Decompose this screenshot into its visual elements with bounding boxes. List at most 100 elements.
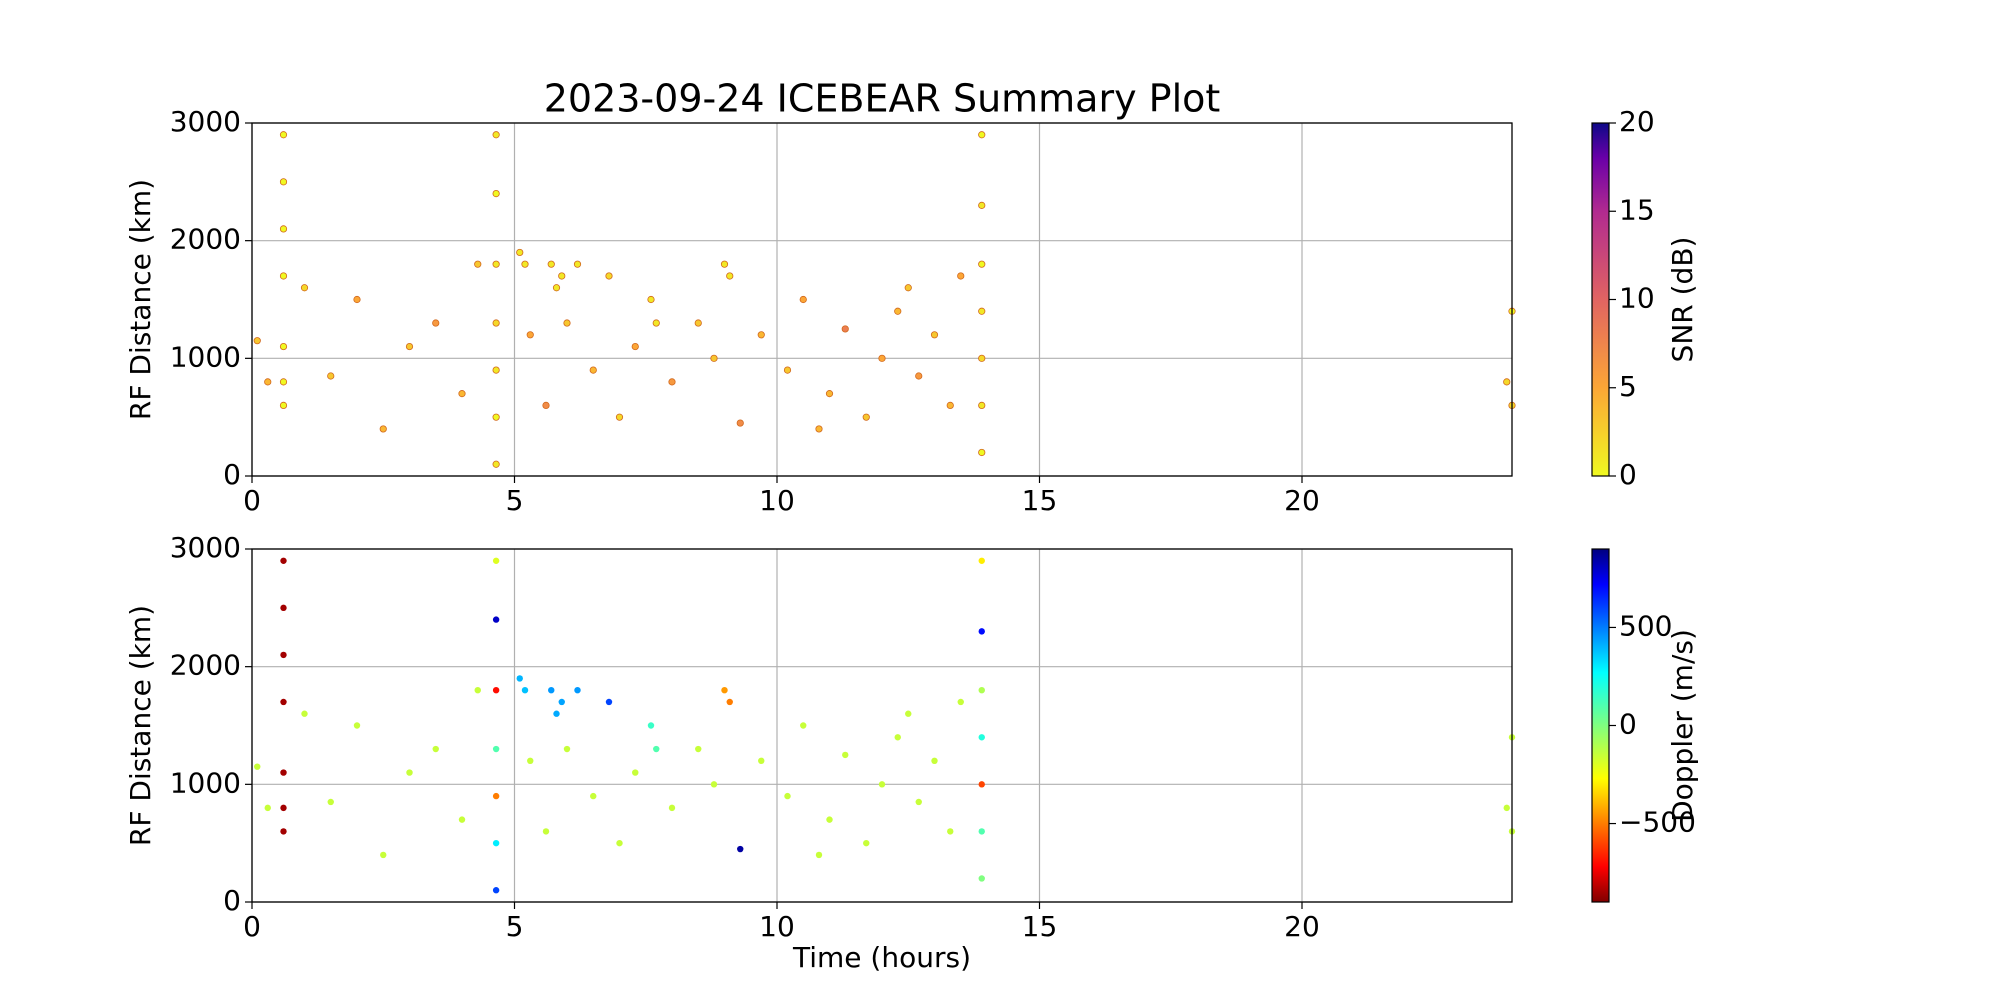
data-point	[280, 828, 287, 835]
y-tick-label: 3000	[170, 531, 241, 564]
data-point	[279, 178, 288, 186]
data-point	[264, 804, 271, 812]
data-point	[526, 331, 534, 339]
x-tick-label: 20	[1284, 910, 1320, 943]
data-point	[300, 284, 309, 292]
axes-frame	[251, 122, 1513, 477]
data-point	[492, 366, 500, 374]
data-point	[894, 307, 902, 315]
data-point	[826, 816, 833, 823]
data-point	[379, 425, 387, 433]
data-point	[978, 260, 986, 268]
data-point	[978, 628, 985, 635]
colorbar-tick-label: 10	[1619, 282, 1655, 315]
data-point	[492, 839, 500, 847]
data-point	[978, 781, 985, 788]
colorbar-tick-label: −500	[1619, 806, 1696, 839]
data-point	[653, 745, 660, 753]
colorbar-tick-label: 15	[1619, 193, 1655, 226]
data-point	[605, 698, 613, 706]
x-tick-label: 5	[506, 910, 524, 943]
data-point	[353, 295, 361, 304]
data-point	[264, 378, 272, 386]
data-point	[784, 792, 791, 800]
data-point	[931, 757, 938, 764]
data-point	[492, 260, 500, 268]
data-point	[279, 131, 288, 139]
data-point	[905, 710, 912, 717]
data-point	[615, 413, 624, 421]
x-tick-label: 15	[1022, 910, 1058, 943]
data-point	[631, 342, 639, 351]
x-tick-label: 10	[759, 484, 795, 517]
y-tick-label: 3000	[170, 105, 241, 138]
data-point	[492, 616, 500, 623]
data-point	[721, 687, 728, 694]
data-point	[668, 804, 676, 812]
data-point	[301, 710, 308, 717]
colorbar	[1591, 548, 1610, 903]
data-point	[978, 734, 985, 741]
data-point	[710, 781, 718, 788]
x-tick-label: 5	[506, 484, 524, 517]
data-point	[516, 248, 524, 257]
data-point	[957, 272, 965, 280]
data-point	[516, 675, 523, 682]
y-tick-label: 2000	[170, 649, 241, 682]
x-tick-label: 20	[1284, 484, 1320, 517]
data-point	[492, 460, 500, 468]
data-point	[527, 757, 534, 764]
data-point	[492, 745, 500, 753]
data-point	[492, 887, 500, 894]
data-point	[978, 448, 986, 457]
data-point	[647, 295, 655, 304]
data-point	[915, 798, 922, 806]
data-point	[978, 557, 985, 564]
data-point	[280, 604, 287, 612]
data-point	[474, 260, 482, 268]
data-point	[558, 698, 565, 706]
data-point	[548, 687, 555, 694]
data-point	[432, 745, 439, 753]
data-point	[946, 401, 954, 409]
colorbar-tick-label: 5	[1619, 370, 1637, 403]
data-point	[878, 781, 886, 788]
data-point	[726, 272, 734, 280]
data-point	[783, 366, 792, 374]
data-point	[978, 354, 986, 362]
data-point	[492, 557, 500, 564]
data-point	[825, 390, 834, 398]
data-point	[695, 745, 702, 753]
data-point	[254, 763, 261, 770]
y-tick-label: 2000	[170, 223, 241, 256]
data-point	[978, 131, 986, 139]
data-point	[327, 372, 335, 380]
data-point	[552, 284, 561, 292]
colorbar-tick-label: 0	[1619, 708, 1637, 741]
data-point	[978, 401, 986, 409]
data-point	[842, 751, 849, 759]
data-point	[757, 331, 765, 339]
data-point	[279, 272, 288, 280]
data-point	[726, 698, 733, 706]
data-point	[458, 390, 466, 398]
data-point	[1503, 804, 1510, 812]
data-point	[1503, 378, 1511, 386]
data-point	[280, 557, 287, 564]
data-point	[863, 839, 870, 847]
y-tick-label: 0	[223, 458, 241, 491]
data-point	[327, 798, 334, 806]
data-point	[737, 845, 744, 853]
data-point	[589, 366, 597, 374]
data-point	[492, 319, 500, 327]
data-point	[694, 319, 702, 327]
data-point	[279, 225, 288, 233]
data-point	[492, 413, 500, 421]
data-point	[492, 131, 500, 139]
data-point	[894, 734, 901, 741]
data-point	[280, 698, 287, 706]
data-point	[800, 722, 807, 729]
data-point	[353, 722, 361, 729]
data-point	[862, 413, 870, 421]
